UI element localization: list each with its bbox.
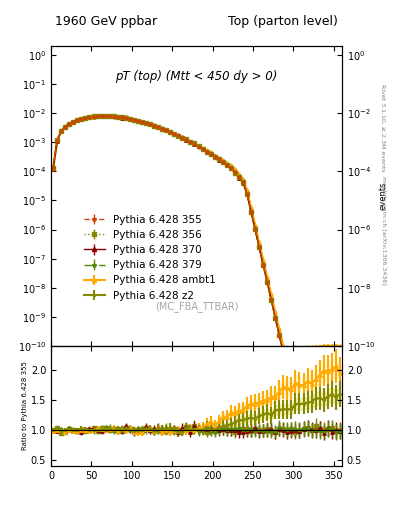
- Text: Rivet 3.1.10, ≥ 2.3M events: Rivet 3.1.10, ≥ 2.3M events: [381, 84, 386, 172]
- Text: pT (top) (Mtt < 450 dy > 0): pT (top) (Mtt < 450 dy > 0): [115, 70, 278, 83]
- Y-axis label: Ratio to Pythia 6.428 355: Ratio to Pythia 6.428 355: [22, 361, 28, 451]
- Text: (MC_FBA_TTBAR): (MC_FBA_TTBAR): [155, 302, 238, 312]
- Text: mcplots.cern.ch [arXiv:1306.3436]: mcplots.cern.ch [arXiv:1306.3436]: [381, 176, 386, 285]
- Text: 1960 GeV ppbar: 1960 GeV ppbar: [55, 15, 157, 28]
- Text: Top (parton level): Top (parton level): [228, 15, 338, 28]
- Legend: Pythia 6.428 355, Pythia 6.428 356, Pythia 6.428 370, Pythia 6.428 379, Pythia 6: Pythia 6.428 355, Pythia 6.428 356, Pyth…: [79, 210, 220, 305]
- Y-axis label: events: events: [378, 182, 387, 210]
